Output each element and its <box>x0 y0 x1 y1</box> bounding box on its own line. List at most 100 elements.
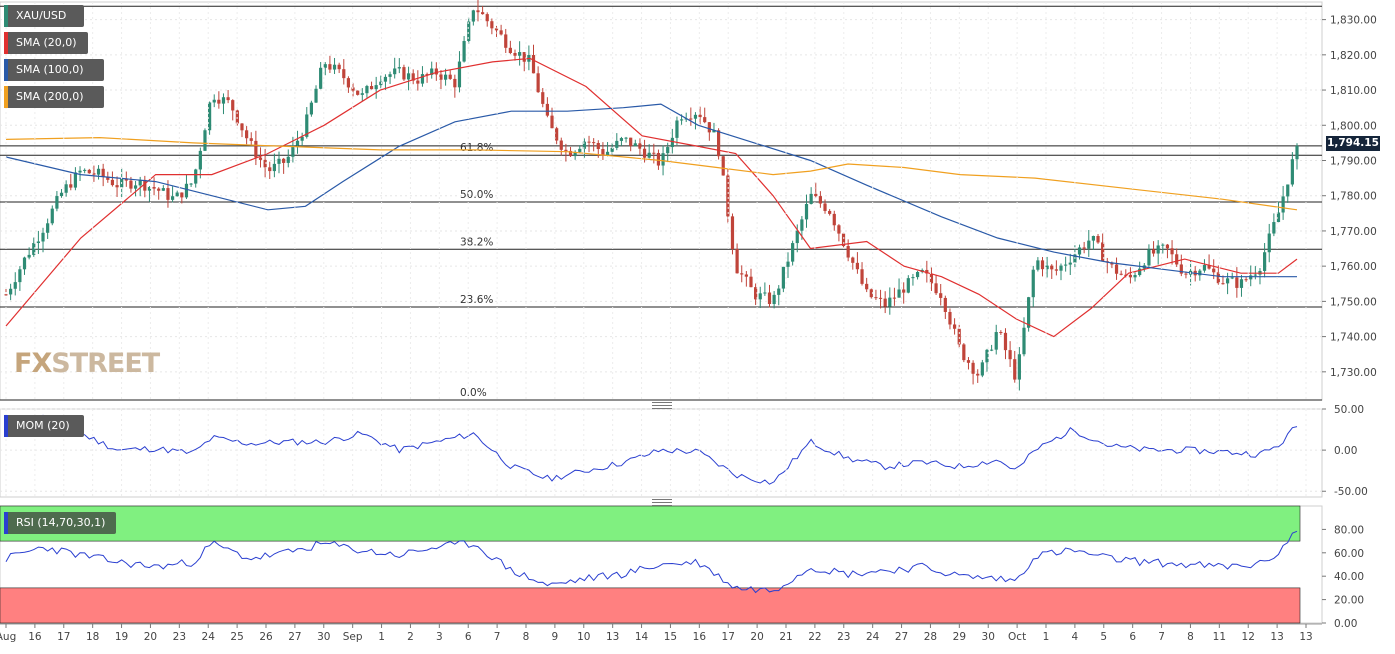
candle-body <box>1013 359 1017 380</box>
x-tick-label: 6 <box>465 631 472 643</box>
candle-body <box>726 175 730 217</box>
rsi-overbought-zone <box>0 505 1301 542</box>
candle-body <box>1286 184 1290 197</box>
candle-body <box>332 64 337 70</box>
candle-body <box>1040 260 1045 270</box>
candle-body <box>1151 249 1156 254</box>
x-tick-label: 24 <box>866 631 880 643</box>
candle-body <box>416 80 420 84</box>
legend-sma200[interactable]: SMA (200,0) <box>4 86 104 108</box>
candle-body <box>777 288 781 295</box>
candle-body <box>1267 233 1271 253</box>
candle-body <box>555 128 559 141</box>
candle-body <box>1290 159 1294 185</box>
candle-body <box>1017 354 1021 380</box>
candle-body <box>1027 297 1031 328</box>
legend-rsi-label: RSI (14,70,30,1) <box>16 516 106 529</box>
candle-body <box>138 179 142 186</box>
candle-body <box>1179 264 1183 274</box>
price-tick-label: 1,760.00 <box>1330 261 1377 273</box>
candle-body <box>207 102 212 131</box>
price-tick-label: 1,820.00 <box>1330 50 1377 62</box>
candle-body <box>300 136 304 141</box>
candle-body <box>846 246 850 258</box>
legend-sma20[interactable]: SMA (20,0) <box>4 32 88 54</box>
candle-body <box>1207 264 1211 269</box>
candle-body <box>818 196 822 204</box>
x-tick-label: 16 <box>28 631 42 643</box>
candle-body <box>1064 264 1068 266</box>
x-tick-label: 6 <box>1129 631 1136 643</box>
x-tick-label: 7 <box>1158 631 1165 643</box>
candle-body <box>499 30 503 35</box>
legend-rsi[interactable]: RSI (14,70,30,1) <box>4 512 116 534</box>
legend-mom[interactable]: MOM (20) <box>4 415 84 437</box>
candle-body <box>1161 244 1165 246</box>
candle-body <box>758 293 762 300</box>
candle-body <box>319 67 323 89</box>
x-tick-label: 12 <box>1242 631 1255 643</box>
x-tick-label: 30 <box>982 631 995 643</box>
candle-body <box>462 41 466 62</box>
x-tick-label: 17 <box>57 631 70 643</box>
candle-body <box>471 10 475 22</box>
x-tick-label: 23 <box>173 631 186 643</box>
x-tick-label: Aug <box>0 631 16 643</box>
candle-body <box>1036 260 1040 270</box>
candle-body <box>999 332 1003 334</box>
candle-body <box>1003 332 1008 351</box>
candle-body <box>443 74 448 80</box>
legend-symbol[interactable]: XAU/USD <box>4 5 84 27</box>
candle-body <box>393 68 397 75</box>
mom-rsi-splitter[interactable] <box>0 498 1322 506</box>
legend-sma100[interactable]: SMA (100,0) <box>4 59 104 81</box>
candle-body <box>869 289 873 298</box>
fib-level-label: 38.2% <box>460 236 493 248</box>
candle-body <box>744 274 748 277</box>
candle-body <box>369 86 374 90</box>
legend-mom-label: MOM (20) <box>16 419 70 432</box>
candle-body <box>508 47 512 53</box>
candle-body <box>1253 274 1257 276</box>
candle-body <box>1096 235 1100 243</box>
candle-body <box>305 114 309 137</box>
x-tick-label: 13 <box>606 631 619 643</box>
candle-body <box>78 170 82 173</box>
candle-body <box>971 362 975 374</box>
candle-body <box>906 278 910 293</box>
rsi-tick-label: 80.00 <box>1334 524 1364 536</box>
legend-symbol-label: XAU/USD <box>16 9 67 22</box>
price-mom-splitter[interactable] <box>0 401 1322 409</box>
candle-body <box>291 145 295 157</box>
candle-body <box>716 130 721 157</box>
candle-body <box>282 158 286 163</box>
candle-body <box>27 254 31 258</box>
candle-body <box>152 187 156 189</box>
x-tick-label: 26 <box>259 631 273 643</box>
candle-body <box>1133 275 1137 278</box>
candle-body <box>888 297 892 307</box>
candle-body <box>754 287 758 300</box>
candle-body <box>647 152 651 158</box>
rsi-line <box>5 530 1298 594</box>
splitter-grip-icon[interactable] <box>652 499 672 506</box>
candle-body <box>1281 196 1285 213</box>
candle-body <box>915 271 920 278</box>
x-tick-label: 7 <box>494 631 501 643</box>
candle-body <box>712 130 716 133</box>
candle-body <box>365 86 369 94</box>
candle-body <box>434 68 438 75</box>
candle-body <box>439 74 443 80</box>
x-tick-label: 19 <box>115 631 128 643</box>
candle-body <box>485 14 489 22</box>
candle-body <box>467 21 471 42</box>
candle-body <box>763 292 767 294</box>
candle-body <box>323 64 327 68</box>
candle-body <box>596 142 600 150</box>
x-tick-label: 13 <box>1299 631 1312 643</box>
legend-sma20-label: SMA (20,0) <box>16 36 77 49</box>
candle-body <box>814 193 818 197</box>
x-tick-label: 8 <box>1187 631 1194 643</box>
candle-body <box>976 373 980 376</box>
splitter-grip-icon[interactable] <box>652 402 672 409</box>
